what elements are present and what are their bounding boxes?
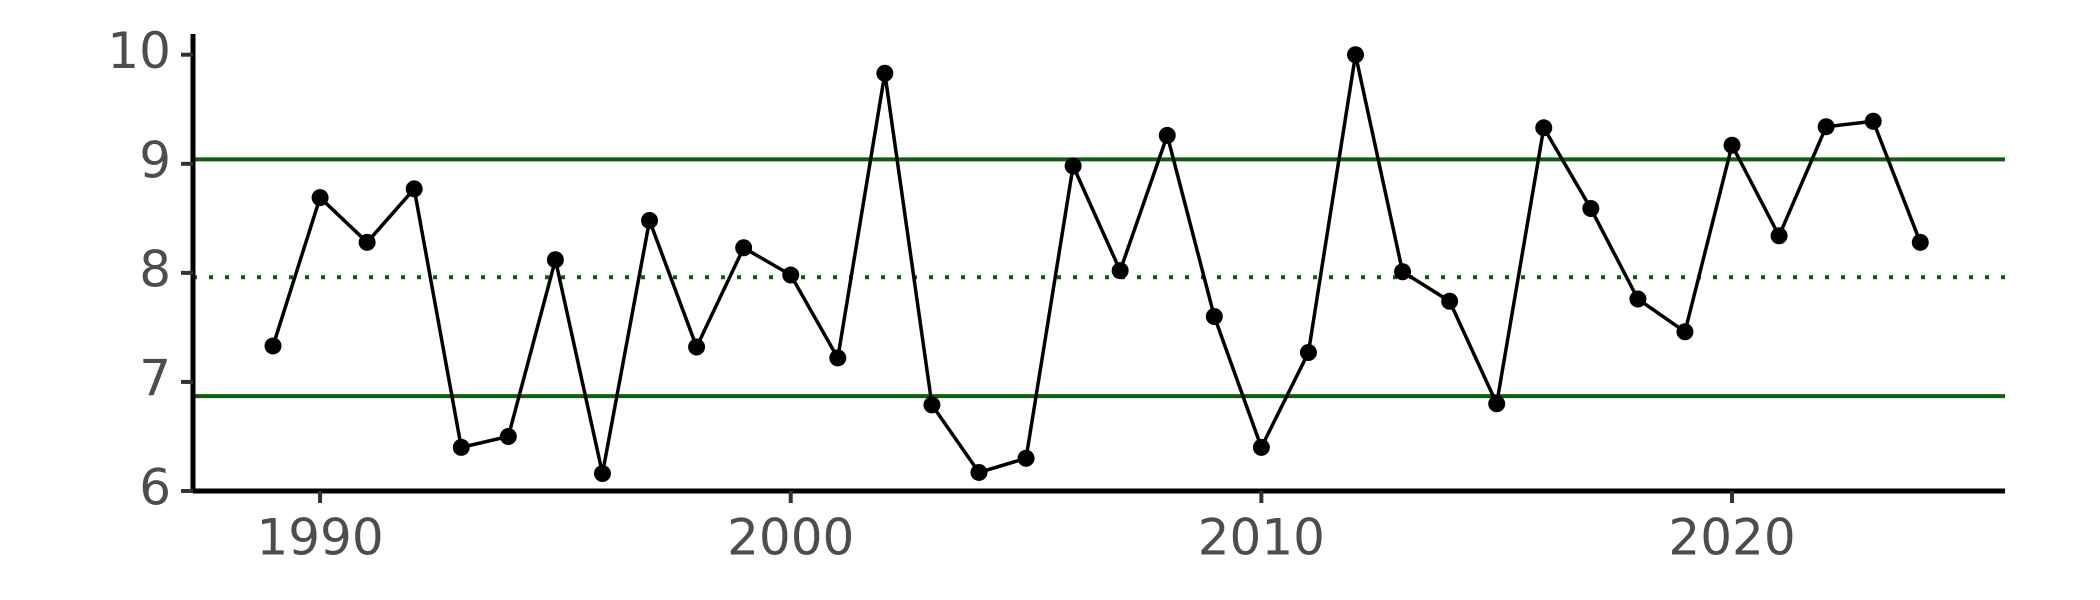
- point: [1064, 157, 1082, 175]
- point: [876, 64, 894, 82]
- point: [1723, 136, 1741, 154]
- point: [688, 338, 706, 356]
- point: [1676, 323, 1694, 341]
- point: [1347, 46, 1365, 64]
- point: [735, 239, 753, 257]
- point: [1488, 395, 1506, 413]
- point: [452, 438, 470, 456]
- point: [358, 233, 376, 251]
- y-tick-label: 8: [139, 240, 171, 298]
- y-tick-label: 10: [107, 22, 171, 80]
- point: [311, 189, 329, 207]
- point: [1770, 227, 1788, 245]
- y-tick-label: 7: [139, 349, 171, 407]
- x-tick-label: 2020: [1668, 509, 1795, 567]
- point: [1817, 118, 1835, 136]
- point: [1205, 307, 1223, 325]
- point: [264, 337, 282, 355]
- point: [593, 465, 611, 483]
- point: [782, 266, 800, 284]
- point: [1394, 263, 1412, 281]
- point: [1864, 112, 1882, 130]
- point: [1535, 119, 1553, 137]
- point: [1911, 233, 1929, 251]
- point: [923, 396, 941, 414]
- x-tick-label: 1990: [256, 509, 383, 567]
- x-tick-label: 2010: [1198, 509, 1325, 567]
- x-tick-label: 2000: [727, 509, 854, 567]
- point: [1111, 262, 1129, 280]
- point: [546, 251, 564, 269]
- y-tick-label: 9: [139, 131, 171, 189]
- point: [1441, 292, 1459, 310]
- point: [1629, 290, 1647, 308]
- point: [499, 427, 517, 445]
- point: [1252, 438, 1270, 456]
- line: [271, 54, 1922, 475]
- point: [405, 180, 423, 198]
- point: [1158, 126, 1176, 144]
- point: [1017, 449, 1035, 467]
- point: [1582, 200, 1600, 218]
- point: [970, 463, 988, 481]
- point: [641, 212, 659, 230]
- y-tick-label: 6: [139, 459, 171, 517]
- point: [1299, 343, 1317, 361]
- point: [829, 349, 847, 367]
